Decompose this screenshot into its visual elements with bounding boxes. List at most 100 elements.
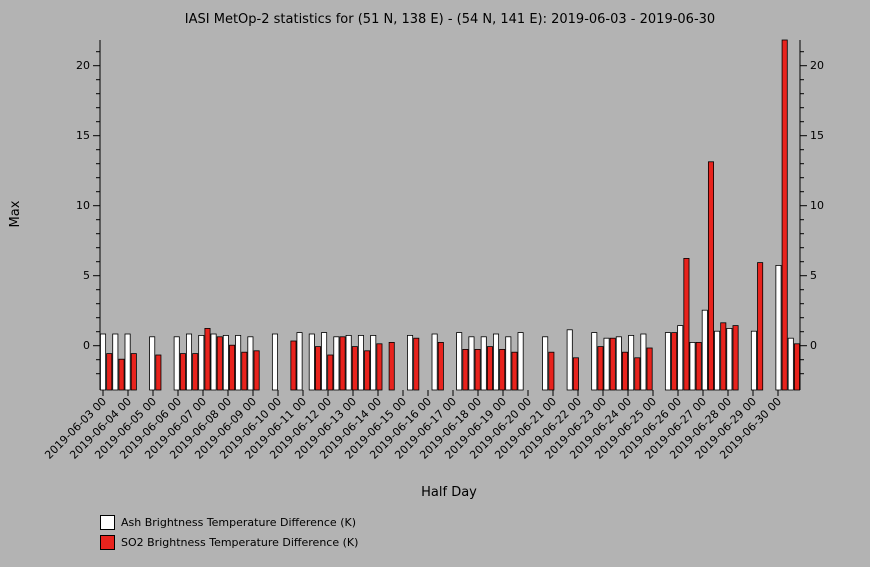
bar-so2: [707, 161, 714, 391]
bar-so2: [241, 351, 248, 391]
bar-ash: [480, 336, 487, 391]
bar-ash: [664, 332, 671, 391]
bar-so2: [646, 347, 653, 391]
bar-so2: [290, 340, 297, 391]
bar-so2: [474, 348, 481, 391]
bar-ash: [431, 333, 438, 391]
chart-title: IASI MetOp-2 statistics for (51 N, 138 E…: [185, 12, 715, 27]
bar-so2: [622, 351, 629, 391]
bar-so2: [118, 358, 125, 391]
bar-so2: [229, 344, 236, 391]
bar-so2: [155, 354, 162, 391]
bar-so2: [720, 322, 727, 391]
bar-so2: [315, 346, 322, 391]
bar-ash: [124, 333, 131, 391]
bar-so2: [695, 341, 702, 391]
bar-ash: [247, 336, 254, 391]
bar-so2: [216, 336, 223, 391]
axes: 0 0 5 5 10 10 15 15 20 20: [76, 40, 824, 390]
bar-ash: [714, 330, 721, 391]
bar-ash: [198, 334, 205, 391]
bar-ash: [222, 334, 229, 391]
bar-ash: [308, 333, 315, 391]
bar-ash: [591, 332, 598, 391]
bar-so2: [548, 351, 555, 391]
bar-ash: [701, 309, 708, 391]
bar-so2: [634, 357, 641, 391]
legend-label-so2: SO2 Brightness Temperature Difference (K…: [121, 535, 359, 549]
bar-so2: [327, 354, 334, 391]
bar-ash: [750, 330, 757, 391]
bar-so2: [793, 343, 800, 391]
bar-so2: [253, 350, 260, 391]
bar-so2: [462, 348, 469, 391]
bar-so2: [376, 343, 383, 391]
bars: [100, 39, 800, 391]
bar-so2: [388, 341, 395, 391]
bar-ash: [493, 333, 500, 391]
bar-so2: [192, 353, 199, 391]
legend: Ash Brightness Temperature Difference (K…: [100, 512, 358, 552]
x-axis-label: Half Day: [421, 485, 477, 500]
bar-ash: [321, 332, 328, 391]
bar-ash: [640, 333, 647, 391]
bar-so2: [671, 332, 678, 391]
bar-ash: [726, 327, 733, 391]
bar-so2: [781, 39, 788, 391]
y-tick-label-right: 10: [810, 199, 824, 212]
bar-so2: [106, 353, 113, 391]
bar-ash: [566, 329, 573, 391]
bar-so2: [683, 257, 690, 391]
bar-ash: [615, 336, 622, 391]
bar-ash: [235, 334, 242, 391]
bar-ash: [149, 336, 156, 391]
bar-ash: [112, 333, 119, 391]
legend-label-ash: Ash Brightness Temperature Difference (K…: [121, 515, 356, 529]
bar-ash: [628, 334, 635, 391]
bar-ash: [210, 333, 217, 391]
bar-ash: [689, 341, 696, 391]
bar-so2: [486, 346, 493, 391]
y-tick-label: 0: [83, 339, 90, 352]
bar-ash: [333, 336, 340, 391]
bar-ash: [345, 334, 352, 391]
bar-ash: [271, 333, 278, 391]
bar-ash: [296, 332, 303, 391]
y-tick-label-right: 15: [810, 129, 824, 142]
y-tick-label: 10: [76, 199, 90, 212]
bar-so2: [499, 348, 506, 391]
legend-item-so2: SO2 Brightness Temperature Difference (K…: [100, 532, 358, 552]
bar-ash: [505, 336, 512, 391]
bar-so2: [339, 336, 346, 391]
bar-ash: [100, 333, 107, 391]
bar-so2: [511, 351, 518, 391]
bar-so2: [351, 346, 358, 391]
bar-ash: [542, 336, 549, 391]
y-tick-label: 15: [76, 129, 90, 142]
bar-ash: [775, 264, 782, 391]
y-tick-label-right: 20: [810, 59, 824, 72]
bar-ash: [468, 336, 475, 391]
bar-so2: [732, 325, 739, 391]
y-axis-label: Max: [8, 200, 23, 227]
y-tick-label: 20: [76, 59, 90, 72]
bar-ash: [370, 334, 377, 391]
bar-ash: [677, 325, 684, 391]
bar-so2: [609, 337, 616, 391]
bar-so2: [204, 327, 211, 391]
bar-ash: [173, 336, 180, 391]
y-tick-label: 5: [83, 269, 90, 282]
bar-so2: [364, 350, 371, 391]
legend-swatch-ash: [100, 514, 115, 530]
legend-item-ash: Ash Brightness Temperature Difference (K…: [100, 512, 358, 532]
bar-so2: [413, 337, 420, 391]
y-tick-label-right: 5: [810, 269, 817, 282]
bar-so2: [757, 262, 764, 391]
bar-ash: [186, 333, 193, 391]
legend-swatch-so2: [100, 534, 115, 550]
bar-ash: [517, 332, 524, 391]
bar-ash: [456, 332, 463, 391]
